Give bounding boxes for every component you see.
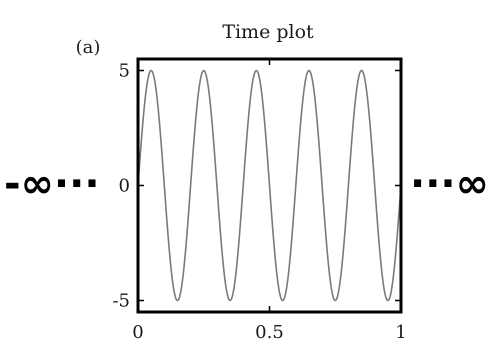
plot-area <box>137 69 402 302</box>
axis-ticks <box>137 59 402 312</box>
x-tick-label: 0.5 <box>255 322 284 343</box>
right-infinity-marker: ···∞ <box>410 161 489 207</box>
left-infinity-marker: -∞··· <box>4 161 100 207</box>
y-tick-label: 5 <box>119 61 130 82</box>
series-line-0 <box>137 69 402 302</box>
x-tick-label: 1 <box>395 322 406 343</box>
x-tick-label: 0 <box>132 322 143 343</box>
chart-title: Time plot <box>222 21 314 43</box>
panel-label: (a) <box>76 37 101 58</box>
y-tick-label: -5 <box>112 291 130 312</box>
tick-labels: 0 0.5 1-505 <box>112 61 406 344</box>
y-tick-label: 0 <box>119 176 130 197</box>
